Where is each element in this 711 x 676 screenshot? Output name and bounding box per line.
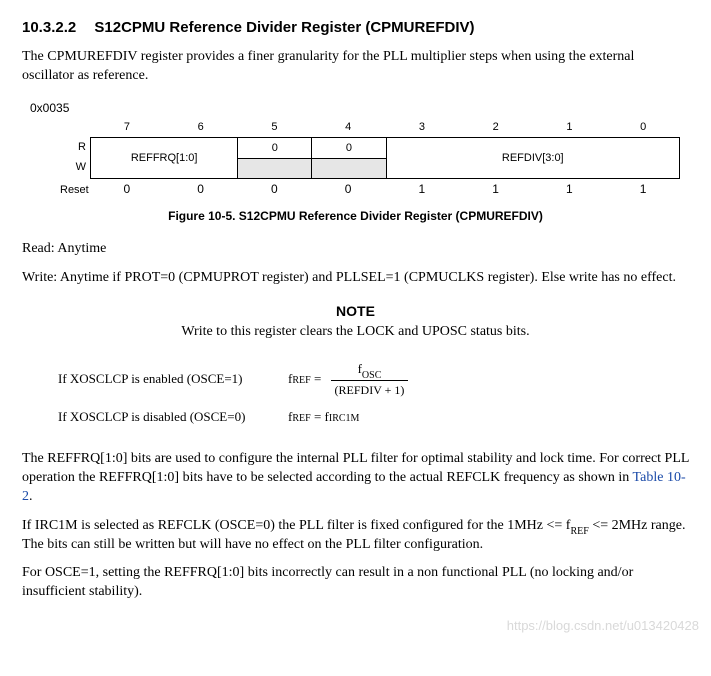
osc-sub: OSC — [362, 370, 381, 381]
eq-den: (REFDIV + 1) — [331, 380, 409, 398]
eq-sign: = — [314, 408, 321, 426]
reset-row: Reset 0 0 0 0 1 1 1 1 — [60, 181, 680, 198]
watermark-text: https://blog.csdn.net/u013420428 — [507, 617, 699, 635]
reset-val: 1 — [533, 181, 607, 198]
field-zero: 0 — [312, 138, 385, 158]
paragraph-osce1: For OSCE=1, setting the REFFRQ[1:0] bits… — [22, 564, 689, 602]
section-title: S12CPMU Reference Divider Register (CPMU… — [94, 19, 474, 36]
irc1m-sub: IRC1M — [329, 414, 360, 424]
register-table: REFFRQ[1:0] 0 0 REFDIV[3:0] — [90, 137, 680, 179]
reset-val: 0 — [90, 181, 164, 198]
bitnum: 0 — [606, 120, 680, 137]
note-heading: NOTE — [22, 302, 689, 321]
para1b: . — [29, 489, 33, 504]
note-body: Write to this register clears the LOCK a… — [22, 323, 689, 342]
bitnum: 2 — [459, 120, 533, 137]
bitnum: 4 — [311, 120, 385, 137]
ref-sub: REF — [292, 376, 310, 386]
write-shaded — [312, 158, 385, 178]
fref-sub: REF — [570, 526, 588, 537]
ref-sub: REF — [292, 414, 310, 424]
section-number: 10.3.2.2 — [22, 19, 76, 36]
paragraph-irc1m: If IRC1M is selected as REFCLK (OSCE=0) … — [22, 517, 689, 555]
field-reffrq: REFFRQ[1:0] — [91, 138, 237, 178]
register-address: 0x0035 — [30, 100, 689, 116]
figure-caption: Figure 10-5. S12CPMU Reference Divider R… — [22, 208, 689, 224]
reset-val: 1 — [385, 181, 459, 198]
field-refdiv: REFDIV[3:0] — [387, 138, 680, 178]
intro-paragraph: The CPMUREFDIV register provides a finer… — [22, 48, 689, 86]
row-label-read: R — [60, 137, 90, 157]
reset-val: 0 — [311, 181, 385, 198]
eq-cond-enabled: If XOSCLCP is enabled (OSCE=1) — [58, 370, 288, 388]
bitnum: 7 — [90, 120, 164, 137]
field-zero: 0 — [238, 138, 311, 158]
register-diagram: 7 6 5 4 3 2 1 0 R W REFFRQ[1:0] 0 0 REFD — [60, 120, 680, 198]
para1a: The REFFRQ[1:0] bits are used to configu… — [22, 451, 689, 485]
bitnum: 1 — [533, 120, 607, 137]
reset-val: 1 — [459, 181, 533, 198]
bitnum: 5 — [238, 120, 312, 137]
read-access: Read: Anytime — [22, 240, 689, 259]
reset-val: 0 — [238, 181, 312, 198]
write-shaded — [238, 158, 311, 178]
bit-number-row: 7 6 5 4 3 2 1 0 — [60, 120, 680, 137]
reset-val: 1 — [606, 181, 680, 198]
eq-cond-disabled: If XOSCLCP is disabled (OSCE=0) — [58, 408, 288, 426]
equation-disabled: If XOSCLCP is disabled (OSCE=0) fREF = f… — [58, 408, 689, 426]
paragraph-reffrq: The REFFRQ[1:0] bits are used to configu… — [22, 450, 689, 507]
reset-val: 0 — [164, 181, 238, 198]
equation-enabled: If XOSCLCP is enabled (OSCE=1) fREF = fO… — [58, 360, 689, 399]
row-label-write: W — [60, 157, 90, 177]
write-access: Write: Anytime if PROT=0 (CPMUPROT regis… — [22, 269, 689, 288]
bitnum: 3 — [385, 120, 459, 137]
section-heading: 10.3.2.2 S12CPMU Reference Divider Regis… — [22, 18, 689, 38]
bitnum: 6 — [164, 120, 238, 137]
eq-sign: = — [314, 370, 321, 388]
para2a: If IRC1M is selected as REFCLK (OSCE=0) … — [22, 518, 570, 533]
row-label-reset: Reset — [60, 181, 90, 198]
